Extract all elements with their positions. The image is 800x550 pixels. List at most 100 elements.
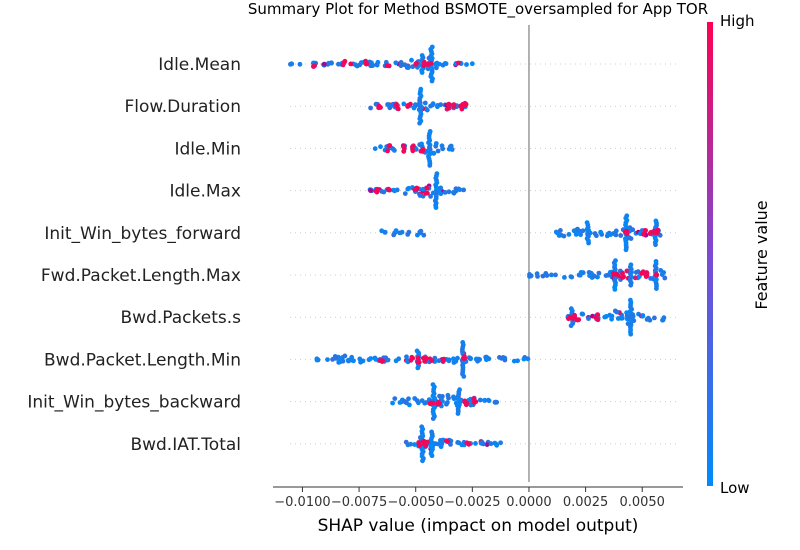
shap-point [448,442,453,447]
shap-point [409,57,414,63]
shap-point [492,399,498,405]
shap-point [409,354,415,360]
chart-title: Summary Plot for Method BSMOTE_oversampl… [248,0,708,19]
shap-point [393,228,399,234]
shap-point [628,331,634,337]
shap-point [446,189,452,195]
shap-point [438,185,444,191]
shap-point [415,232,420,238]
shap-point [451,102,457,107]
shap-point [618,233,624,238]
shap-point [578,270,584,275]
shap-point [417,120,422,126]
x-tick-label: −0.0025 [444,495,500,510]
shap-point [411,143,416,149]
shap-point [628,282,634,288]
shap-point [462,354,467,359]
shap-point [586,316,591,321]
shap-point [482,398,488,403]
shap-point [311,64,316,69]
shap-point [660,317,665,323]
shap-point [378,105,383,110]
shap-point [340,62,346,68]
shap-point [412,442,417,447]
shap-point [527,272,532,277]
shap-point [628,236,634,242]
shap-point [502,355,508,361]
shap-point [455,355,460,361]
feature-label: Idle.Mean [158,55,241,75]
shap-point [566,232,572,237]
shap-point [441,356,447,362]
x-tick-label: 0.0050 [619,495,665,510]
shap-point [620,275,625,280]
shap-point [497,355,502,360]
shap-point [417,443,422,448]
shap-point [413,62,419,67]
shap-point [368,188,373,194]
shap-point [421,63,427,69]
shap-point [613,232,619,238]
shap-point [386,102,391,108]
colorbar-high-label: High [720,12,754,30]
shap-point [401,101,407,107]
shap-point [620,315,625,321]
shap-point [420,458,425,464]
shap-point [422,100,428,106]
shap-point [623,247,629,253]
x-tick-label: −0.0050 [388,495,444,510]
shap-point [338,357,343,362]
shap-point [435,148,441,154]
shap-point [438,396,444,402]
shap-point [428,194,433,199]
shap-point [439,143,445,149]
shap-point [433,141,439,146]
shap-point [624,313,630,319]
shap-point [424,185,430,191]
shap-point [455,411,461,416]
shap-point [420,186,426,192]
shap-point [435,401,441,407]
shap-point [415,365,421,371]
shap-point [385,148,390,154]
shap-point [652,315,657,321]
colorbar [707,22,713,486]
shap-point [661,270,666,275]
shap-point [641,231,646,237]
shap-point [494,442,500,448]
shap-point [405,103,411,108]
shap-point [558,228,563,233]
shap-point [372,146,378,152]
shap-point [348,61,354,67]
shap-point [360,358,366,364]
shap-point [477,397,483,403]
x-tick-label: 0.0025 [563,495,609,510]
shap-point [451,394,456,400]
shap-point [653,242,658,248]
shap-point [640,313,646,319]
shap-point [397,230,403,236]
shap-point [419,398,425,403]
shap-point [439,441,445,447]
colorbar-low-label: Low [720,479,750,497]
shap-point [421,232,427,238]
shap-point [368,356,374,361]
shap-point [595,274,600,280]
shap-point [391,232,397,238]
shap-point [406,396,411,402]
shap-point [464,440,470,446]
shap-point [402,191,408,197]
shap-point [596,270,602,276]
shap-point [423,356,429,361]
feature-label: Idle.Min [174,139,241,159]
shap-point [430,416,436,421]
shap-point [644,270,650,275]
shap-point [468,356,473,362]
feature-labels: Idle.Mean Flow.Duration Idle.Min Idle.Max In… [27,55,241,455]
shap-point [347,357,353,363]
shap-point [363,58,368,64]
shap-point [484,442,490,447]
shap-point [654,272,660,278]
shap-point [398,63,404,69]
shap-point [390,400,395,406]
